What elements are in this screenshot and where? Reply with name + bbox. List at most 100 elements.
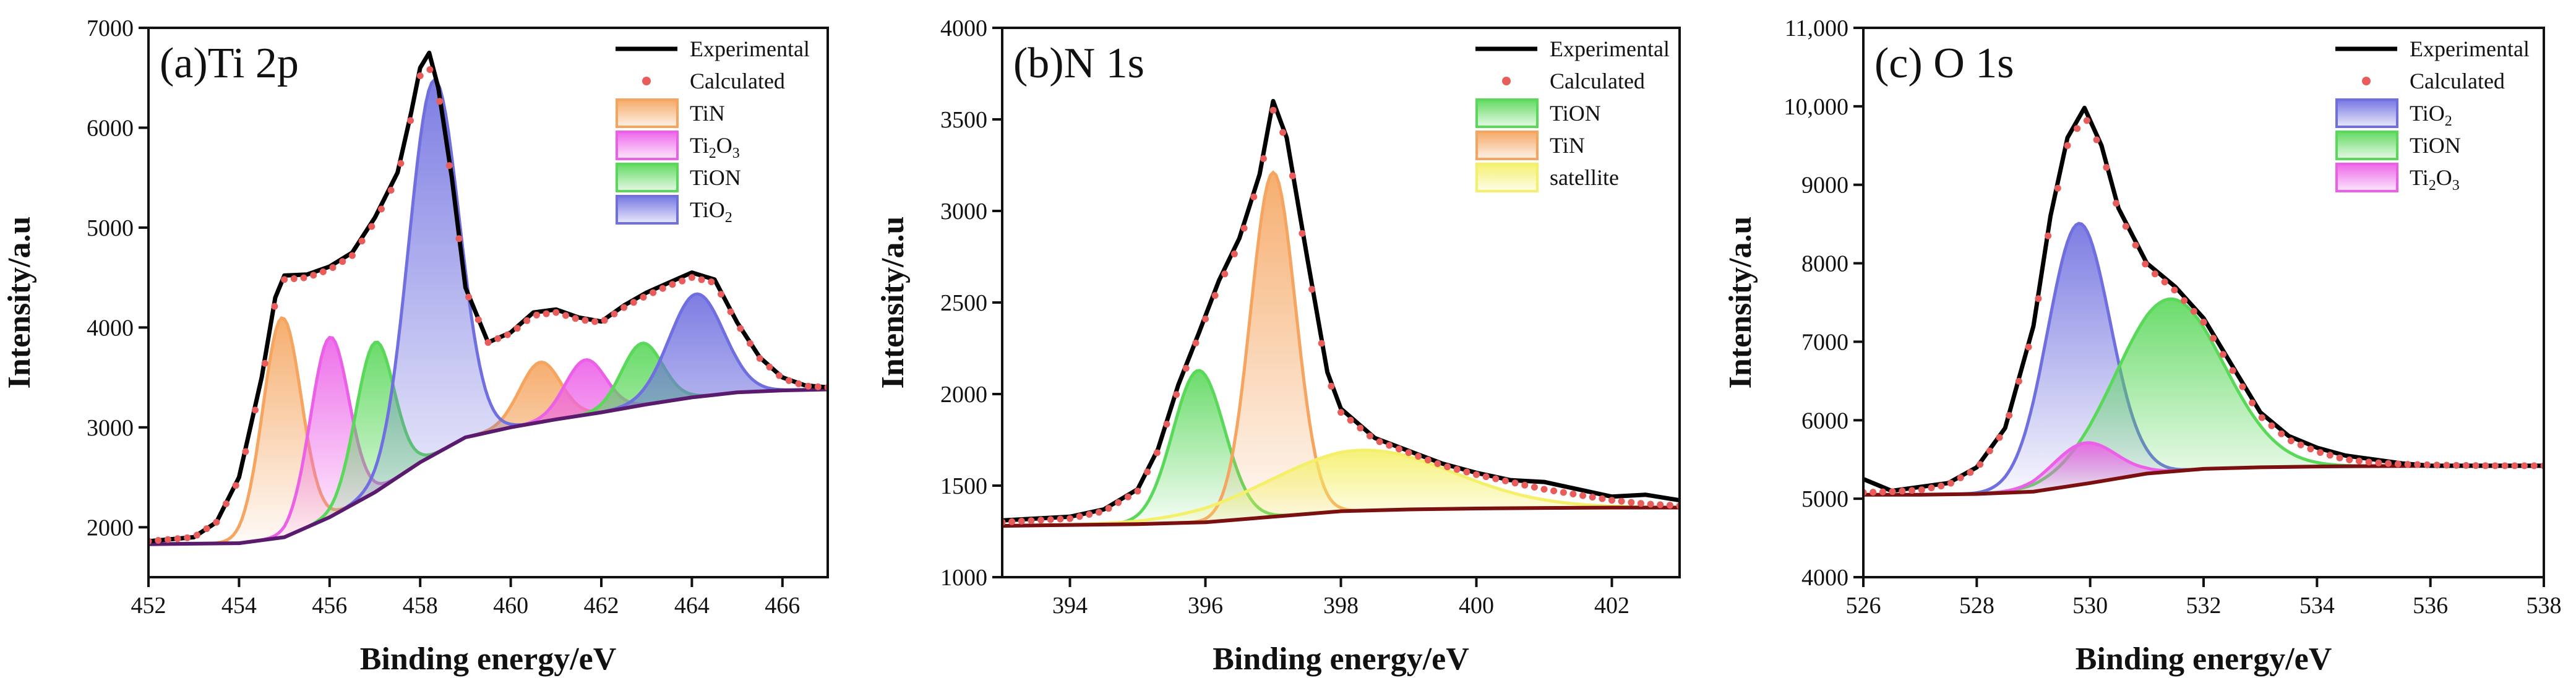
calculated-point <box>1560 489 1567 496</box>
calculated-point <box>1977 461 1984 468</box>
calculated-point <box>445 162 453 170</box>
background-line <box>1002 505 1680 528</box>
x-axis-title: Binding energy/eV <box>1213 642 1469 677</box>
calculated-point <box>562 312 569 319</box>
calculated-point <box>1057 515 1064 523</box>
calculated-point <box>1589 494 1596 501</box>
legend-dot-swatch <box>1502 77 1511 85</box>
calculated-point <box>2210 335 2217 342</box>
plot-area <box>1863 105 2544 497</box>
y-tick-label: 2000 <box>940 382 987 408</box>
calculated-point <box>2375 459 2382 466</box>
calculated-point <box>2258 414 2265 421</box>
calculated-point <box>1202 315 1209 323</box>
legend-label: Calculated <box>1550 69 1645 93</box>
calculated-point <box>1501 477 1509 484</box>
calculated-point <box>1308 286 1316 293</box>
calculated-point <box>1134 487 1141 495</box>
panel-title: (b)N 1s <box>1013 40 1144 87</box>
calculated-point <box>184 534 191 541</box>
calculated-point <box>650 289 657 296</box>
legend-label: TiO2 <box>2410 101 2452 129</box>
calculated-point <box>659 285 666 292</box>
legend-label: Ti2O3 <box>2410 165 2460 194</box>
calculated-point <box>2229 367 2236 374</box>
legend-label: TiO2 <box>690 197 732 226</box>
calculated-point <box>2482 462 2489 470</box>
legend-entry: TiON <box>616 163 741 192</box>
calculated-point <box>1928 484 1935 492</box>
calculated-point <box>271 303 278 310</box>
calculated-point <box>1870 489 1877 496</box>
calculated-point <box>533 311 540 319</box>
calculated-point <box>2074 125 2081 132</box>
calculated-point <box>1599 495 1606 502</box>
calculated-point <box>1240 225 1248 232</box>
calculated-point <box>281 276 288 283</box>
calculated-point <box>718 291 724 298</box>
legend-dot-swatch <box>642 77 651 85</box>
x-tick-label: 458 <box>403 593 438 619</box>
calculated-point <box>1230 251 1238 257</box>
calculated-point <box>1996 434 2003 441</box>
calculated-point <box>2530 462 2538 470</box>
calculated-point <box>1405 449 1412 457</box>
background-line <box>1863 463 2544 497</box>
calculated-point <box>1144 468 1151 476</box>
y-tick-label: 7000 <box>1801 329 1848 355</box>
calculated-point <box>436 98 444 105</box>
calculated-point <box>1415 453 1422 460</box>
calculated-point <box>805 382 812 390</box>
calculated-point <box>2307 445 2314 453</box>
x-tick-label: 460 <box>493 593 528 619</box>
calculated-point <box>2122 223 2129 230</box>
panel-title: (c) O 1s <box>1874 40 2014 87</box>
calculated-point <box>2093 136 2100 144</box>
y-tick-label: 7000 <box>87 15 134 41</box>
calculated-point <box>2132 241 2139 249</box>
calculated-point <box>504 331 511 338</box>
calculated-point <box>416 72 424 79</box>
y-axis-title: Intensity/a.u <box>1723 217 1758 389</box>
calculated-point <box>2171 286 2178 294</box>
calculated-point <box>1347 416 1354 424</box>
calculated-point <box>688 274 695 281</box>
x-axis-title: Binding energy/eV <box>2076 642 2332 677</box>
x-tick-label: 464 <box>674 593 710 619</box>
legend-entry: Experimental <box>2335 36 2530 61</box>
legend-entry: TiN <box>1475 131 1585 160</box>
calculated-point <box>1221 270 1229 278</box>
calculated-point <box>1879 488 1886 496</box>
calculated-point <box>2035 295 2042 303</box>
calculated-point <box>2443 461 2450 469</box>
x-tick-label: 536 <box>2413 593 2448 619</box>
y-tick-label: 2000 <box>87 515 134 541</box>
calculated-point <box>582 317 589 324</box>
calculated-point <box>2404 461 2411 468</box>
calculated-point <box>1067 515 1073 522</box>
calculated-point <box>2249 399 2256 406</box>
calculated-point <box>1628 499 1635 506</box>
calculated-point <box>1211 292 1219 299</box>
calculated-point <box>1124 493 1131 500</box>
plot-area <box>148 50 828 546</box>
panel-3: 526 528 530 532 534 536 538 4000 5000 6000 7000 800… <box>1723 15 2562 677</box>
calculated-point <box>630 299 637 306</box>
calculated-point <box>387 187 395 194</box>
calculated-point <box>2355 457 2363 465</box>
calculated-point <box>1453 466 1461 473</box>
x-tick-label: 532 <box>2186 593 2222 619</box>
y-tick-label: 11,000 <box>1785 15 1848 41</box>
calculated-point <box>426 66 434 73</box>
calculated-point <box>523 317 531 324</box>
calculated-point <box>2365 458 2372 466</box>
x-tick-label: 394 <box>1052 593 1088 619</box>
plot-area <box>1002 98 1680 528</box>
calculated-point <box>2045 232 2052 239</box>
legend-label: Calculated <box>2410 69 2505 93</box>
legend-box-swatch <box>2335 131 2398 160</box>
calculated-point <box>747 340 753 347</box>
calculated-point <box>1386 442 1393 449</box>
legend-entry: TiO2 <box>616 195 732 226</box>
calculated-point <box>2423 461 2431 468</box>
